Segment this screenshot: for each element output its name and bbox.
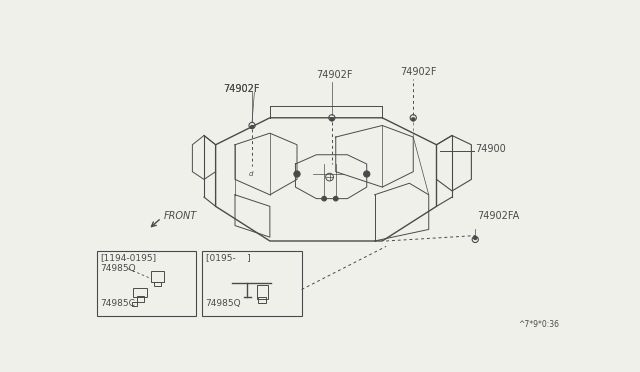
Circle shape bbox=[322, 196, 326, 201]
Bar bbox=[134, 288, 147, 297]
Text: 74902FA: 74902FA bbox=[477, 211, 519, 221]
Text: [1194-0195]: [1194-0195] bbox=[100, 253, 156, 262]
Text: 74902F: 74902F bbox=[223, 84, 260, 94]
Bar bbox=[259, 297, 266, 303]
Text: 74985Q: 74985Q bbox=[205, 299, 241, 308]
Text: 74902F: 74902F bbox=[400, 67, 436, 77]
Text: 74902F: 74902F bbox=[223, 84, 260, 94]
Bar bbox=[151, 271, 164, 282]
Circle shape bbox=[330, 118, 333, 121]
Text: d: d bbox=[249, 170, 253, 177]
Circle shape bbox=[474, 236, 477, 240]
Text: 74985C: 74985C bbox=[100, 299, 135, 308]
Bar bbox=[132, 302, 136, 307]
Text: 74902F: 74902F bbox=[316, 70, 353, 80]
Circle shape bbox=[294, 171, 300, 177]
Text: ^7*9*0:36: ^7*9*0:36 bbox=[518, 320, 559, 328]
Circle shape bbox=[364, 171, 370, 177]
Text: FRONT: FRONT bbox=[164, 211, 197, 221]
Text: 74985Q: 74985Q bbox=[100, 264, 136, 273]
Bar bbox=[202, 251, 301, 317]
Circle shape bbox=[412, 118, 415, 121]
Circle shape bbox=[333, 196, 338, 201]
Text: 74900: 74900 bbox=[476, 144, 506, 154]
Bar bbox=[257, 285, 268, 299]
Bar bbox=[138, 296, 143, 302]
Bar bbox=[97, 251, 196, 317]
Circle shape bbox=[250, 125, 253, 129]
Text: [0195-    ]: [0195- ] bbox=[205, 253, 250, 262]
Bar bbox=[154, 282, 161, 286]
